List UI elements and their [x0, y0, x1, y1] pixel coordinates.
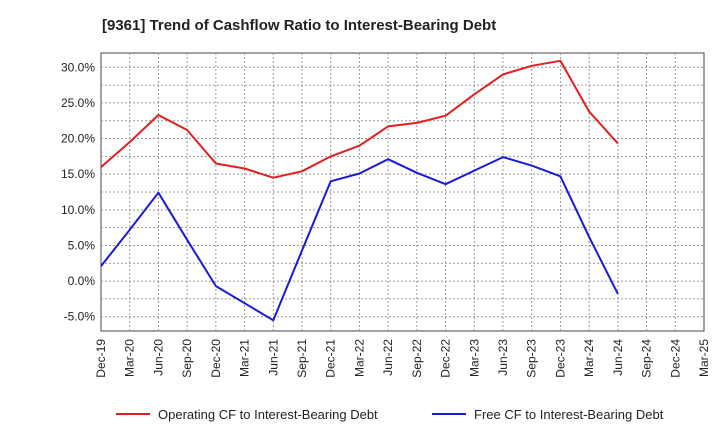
- x-tick-label: Sep-24: [640, 339, 654, 378]
- y-tick-label: 20.0%: [61, 132, 95, 146]
- chart-title: [9361] Trend of Cashflow Ratio to Intere…: [102, 17, 496, 34]
- y-tick-label: 15.0%: [61, 167, 95, 181]
- y-tick-label: 30.0%: [61, 60, 95, 74]
- y-axis-ticks: -5.0% 0.0% 5.0% 10.0% 15.0% 20.0% 25.0% 30.0%: [61, 60, 95, 323]
- x-tick-label: Mar-22: [352, 339, 366, 377]
- x-tick-label: Jun-21: [266, 339, 280, 376]
- y-tick-label: 25.0%: [61, 96, 95, 110]
- x-tick-label: Sep-20: [180, 339, 194, 378]
- x-tick-label: Dec-20: [209, 339, 223, 378]
- x-tick-label: Sep-23: [525, 339, 539, 378]
- legend: Operating CF to Interest-Bearing Debt Fre…: [116, 407, 664, 422]
- series-line-free-cf: [100, 156, 619, 322]
- y-tick-label: 10.0%: [61, 203, 95, 217]
- x-tick-label: Mar-21: [238, 339, 252, 377]
- x-tick-label: Dec-19: [94, 339, 108, 378]
- legend-label: Free CF to Interest-Bearing Debt: [474, 407, 664, 422]
- x-tick-label: Mar-24: [582, 339, 596, 377]
- x-tick-label: Dec-24: [668, 339, 682, 378]
- grid-lines: [101, 53, 704, 331]
- x-tick-label: Sep-21: [295, 339, 309, 378]
- y-tick-label: 5.0%: [68, 238, 96, 252]
- y-tick-label: -5.0%: [64, 310, 96, 324]
- x-tick-label: Dec-23: [553, 339, 567, 378]
- x-tick-label: Mar-25: [697, 339, 711, 377]
- x-tick-label: Jun-20: [151, 339, 165, 376]
- x-tick-label: Dec-21: [324, 339, 338, 378]
- series-line-operating-cf: [100, 59, 619, 179]
- x-tick-label: Jun-24: [611, 339, 625, 376]
- x-axis-ticks: Dec-19 Mar-20 Jun-20 Sep-20 Dec-20 Mar-21 Jun-…: [94, 339, 711, 378]
- x-tick-label: Dec-22: [439, 339, 453, 378]
- x-tick-label: Sep-22: [410, 339, 424, 378]
- series-lines: [100, 59, 619, 322]
- x-tick-label: Jun-22: [381, 339, 395, 376]
- x-tick-label: Mar-23: [467, 339, 481, 377]
- y-tick-label: 0.0%: [68, 274, 96, 288]
- legend-label: Operating CF to Interest-Bearing Debt: [158, 407, 378, 422]
- x-tick-label: Jun-23: [496, 339, 510, 376]
- x-tick-label: Mar-20: [123, 339, 137, 377]
